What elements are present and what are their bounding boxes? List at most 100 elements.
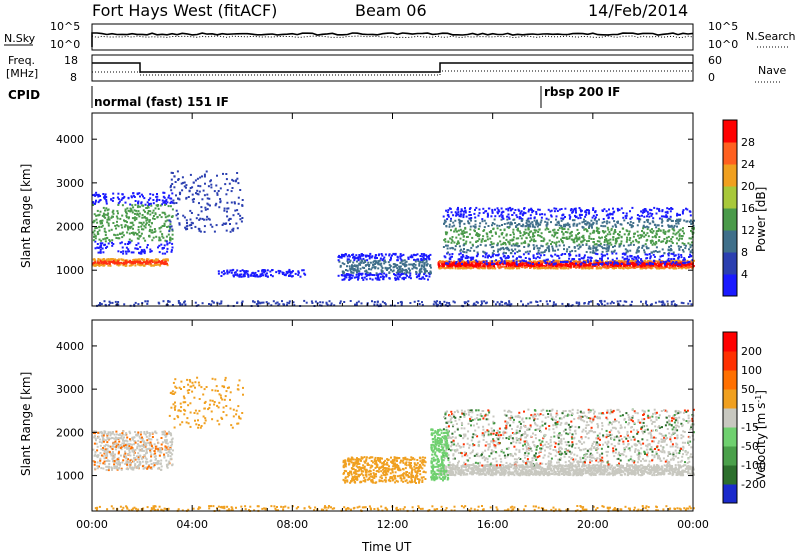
power-band-point [483,229,486,232]
power-band-point [488,266,491,269]
power-band-point [638,217,641,220]
power-band-point [610,263,612,266]
power-band-point [550,214,553,217]
power-patch-point [391,254,393,257]
power-band-point [686,263,689,266]
power-patch-point [259,275,261,278]
power-band-point [518,230,521,233]
power-patch-point [420,277,423,280]
power-noise-point [197,304,200,307]
power-early-point [219,198,222,200]
power-band-point [626,257,628,260]
power-band-point [605,210,608,213]
power-early-point [95,199,97,202]
power-early-point [158,239,161,242]
power-patch-point [362,278,365,281]
power-early-point [183,216,186,219]
power-early-point [178,198,181,201]
power-early-point [139,260,142,263]
power-band-point [539,221,542,224]
power-early-point [148,234,151,237]
power-band-point [642,231,645,234]
power-band-point [667,249,670,252]
power-band-point [491,234,494,237]
power-early-point [121,246,124,249]
power-band-point [629,220,632,223]
power-band-point [620,242,623,245]
power-early-point [164,216,167,219]
power-band-point [521,261,524,264]
power-band-point [629,243,632,246]
power-band-point [678,220,681,222]
power-early-point [142,195,144,198]
power-band-point [559,261,562,263]
power-patch-point [262,269,265,271]
power-band-point [477,235,480,238]
power-band-point [631,259,634,262]
power-band-point [651,240,654,243]
power-band-point [579,260,582,263]
power-early-point [127,217,130,220]
power-band-point [472,266,475,269]
power-band-point [510,244,513,247]
power-early-point [107,258,110,261]
power-early-point [225,193,228,196]
power-band-point [506,260,509,263]
power-noise-point [157,301,160,304]
power-early-point [112,212,115,215]
power-band-point [656,224,659,227]
power-band-point [640,236,643,239]
power-band-point [652,259,655,262]
power-band-point [611,262,614,264]
power-band-point [636,217,639,220]
power-noise-point [384,303,387,306]
power-early-point [229,230,232,233]
power-band-point [545,217,548,220]
power-early-point [95,264,97,267]
power-band-point [518,267,521,270]
power-early-point [163,244,166,247]
power-early-point [153,218,156,220]
power-early-point [178,223,181,226]
power-band-point [591,263,594,266]
power-early-point [170,178,173,181]
power-early-point [103,227,106,230]
power-band-point [476,253,479,256]
power-patch-point [380,265,383,268]
power-early-point [101,224,104,227]
power-band-point [465,231,468,234]
power-patch-point [238,275,241,278]
power-band-point [547,228,550,231]
power-early-point [105,198,108,201]
power-patch-point [360,273,363,276]
power-band-point [528,257,531,260]
power-band-point [672,261,675,264]
power-band-point [671,259,674,262]
power-band-point [632,235,635,238]
power-patch-point [388,253,391,256]
power-patch-point [250,273,253,276]
power-early-point [198,202,200,205]
power-band-point [446,231,449,234]
power-patch-point [366,263,369,266]
power-noise-point [417,300,420,303]
power-patch-point [389,265,392,268]
power-band-point [586,240,588,243]
power-band-point [622,267,624,269]
power-early-point [160,243,163,246]
power-band-point [669,249,672,252]
power-patch-point [361,272,364,275]
power-noise-point [670,300,673,303]
power-early-point [94,247,97,250]
power-band-point [516,224,519,226]
power-early-point [237,196,240,199]
power-band-point [506,226,509,229]
power-early-point [133,259,136,262]
power-patch-point [401,268,404,270]
power-early-point [156,205,159,208]
power-band-point [506,246,509,249]
power-early-point [190,221,193,224]
power-band-point [526,250,529,253]
power-band-point [614,223,617,226]
